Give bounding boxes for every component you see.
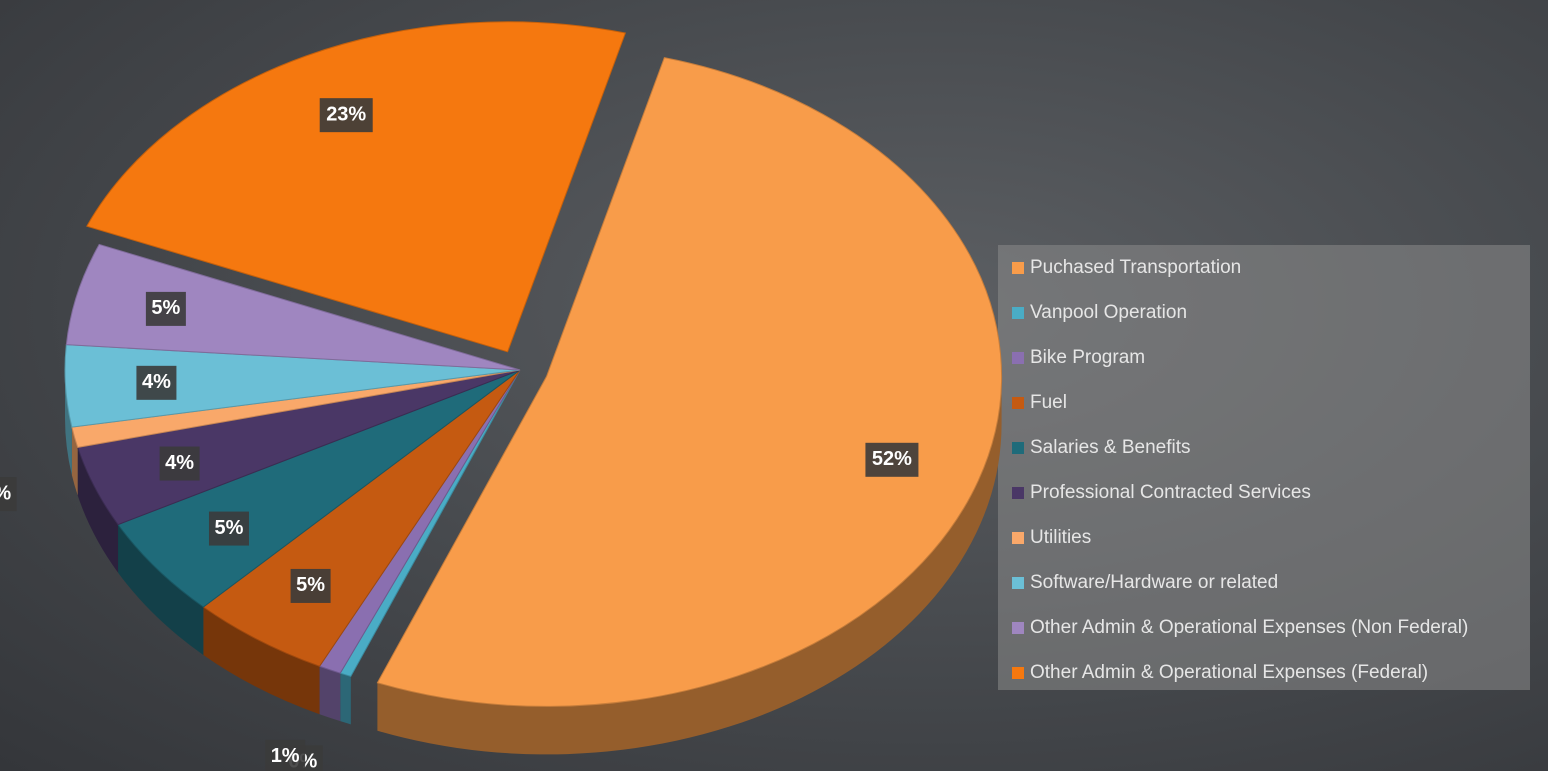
- data-label: 5%: [151, 297, 180, 319]
- legend-swatch: [1012, 622, 1024, 634]
- legend-swatch: [1012, 262, 1024, 274]
- legend-label: Professional Contracted Services: [1030, 482, 1311, 503]
- slice: [65, 243, 521, 371]
- data-label-box: [265, 739, 306, 771]
- slice: [202, 369, 521, 667]
- data-label-box: [290, 568, 331, 603]
- legend-label: Other Admin & Operational Expenses (Non …: [1030, 617, 1468, 638]
- legend-label: Puchased Transportation: [1030, 257, 1241, 278]
- data-label-box: [145, 291, 186, 326]
- slice-side: [203, 606, 320, 715]
- slice: [376, 57, 1003, 707]
- legend-label: Fuel: [1030, 392, 1067, 413]
- legend-swatch: [1012, 577, 1024, 589]
- legend-label: Bike Program: [1030, 347, 1145, 368]
- slice-side: [118, 524, 204, 655]
- data-label: 4%: [165, 452, 194, 474]
- legend-swatch: [1012, 487, 1024, 499]
- legend-swatch: [1012, 532, 1024, 544]
- data-label: 5%: [296, 574, 325, 596]
- data-label: 1%: [271, 745, 300, 767]
- data-label-box: [865, 442, 919, 477]
- slice-side: [377, 376, 1002, 755]
- slice: [86, 21, 627, 353]
- data-label-box: [319, 98, 373, 133]
- slice-side: [77, 447, 119, 573]
- legend-label: Vanpool Operation: [1030, 302, 1187, 323]
- legend-swatch: [1012, 442, 1024, 454]
- slice: [117, 369, 521, 608]
- data-label-box: [0, 477, 17, 512]
- data-label: 5%: [215, 517, 244, 539]
- data-label-box: [159, 446, 200, 481]
- legend-swatch: [1012, 667, 1024, 679]
- legend-label: Salaries & Benefits: [1030, 437, 1191, 458]
- slice-side: [65, 370, 72, 476]
- legend-label: Other Admin & Operational Expenses (Fede…: [1030, 662, 1428, 683]
- legend-label: Utilities: [1030, 527, 1091, 548]
- legend-swatch: [1012, 397, 1024, 409]
- legend-swatch: [1012, 307, 1024, 319]
- data-label-box: [208, 511, 249, 546]
- legend-label: Software/Hardware or related: [1030, 572, 1278, 593]
- slice-side: [319, 666, 341, 722]
- slice-side: [340, 673, 351, 725]
- data-label: 1%: [0, 482, 11, 504]
- legend-swatch: [1012, 352, 1024, 364]
- data-label: 23%: [326, 103, 366, 125]
- data-label: 4%: [142, 371, 171, 393]
- data-label: 52%: [872, 448, 912, 470]
- data-label-box: [136, 365, 177, 400]
- legend-box: [998, 245, 1530, 690]
